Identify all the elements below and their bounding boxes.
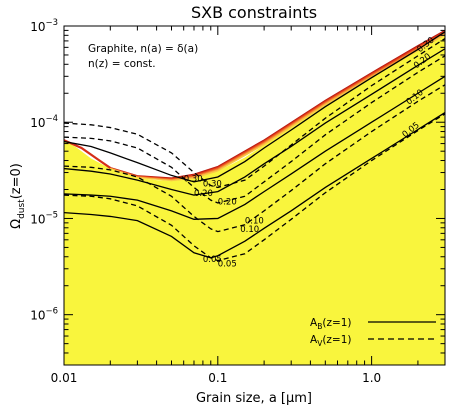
curve-value-label: 0.30 — [203, 180, 222, 190]
curve-value-label: 0.10 — [240, 225, 259, 235]
constraint-band-strip — [110, 34, 445, 182]
ab-curve — [64, 75, 445, 220]
curve-value-label: 0.05 — [203, 255, 222, 265]
curve-value-label: 0.20 — [218, 198, 237, 208]
x-axis-label: Grain size, a [μm] — [196, 391, 312, 406]
annotation-line-2: n(z) = const. — [88, 58, 156, 70]
av-curve — [64, 84, 445, 233]
y-tick-label: 10−3 — [30, 18, 58, 34]
av-curve — [64, 113, 445, 262]
y-tick-label: 10−4 — [30, 114, 58, 130]
x-tick-label: 0.1 — [208, 371, 227, 385]
plot-frame — [63, 25, 446, 366]
ab-curve — [64, 31, 445, 183]
axis-ticks: 0.01 0.1 1.0 10−6 10−5 10−4 10−3 — [30, 18, 446, 385]
chart-title: SXB constraints — [191, 3, 317, 22]
legend-entry-dashed-label: AV(z=1) — [310, 334, 352, 348]
constraint-band-edge — [64, 139, 111, 169]
x-tick-label: 1.0 — [362, 371, 381, 385]
curve-value-label: 0.10 — [245, 217, 264, 227]
plot-area — [64, 29, 445, 365]
ab-curve — [64, 48, 445, 196]
y-tick-label: 10−6 — [30, 307, 58, 323]
curve-value-label: 0.20 — [194, 189, 213, 199]
y-axis-label: Ωdust(z=0) — [9, 163, 27, 229]
x-tick-label: 0.01 — [51, 371, 78, 385]
y-tick-label: 10−5 — [30, 210, 58, 226]
ab-curve — [64, 112, 445, 259]
annotation-line-1: Graphite, n(a) = δ(a) — [88, 43, 198, 55]
curve-value-label: 0.05 — [218, 260, 237, 270]
legend: AB(z=1) AV(z=1) — [310, 317, 436, 348]
allowed-region — [64, 35, 445, 365]
curve-value-label: 0.30 — [184, 175, 203, 185]
av-curve — [64, 38, 445, 189]
legend-entry-solid-label: AB(z=1) — [310, 317, 352, 331]
av-curve — [64, 55, 445, 204]
